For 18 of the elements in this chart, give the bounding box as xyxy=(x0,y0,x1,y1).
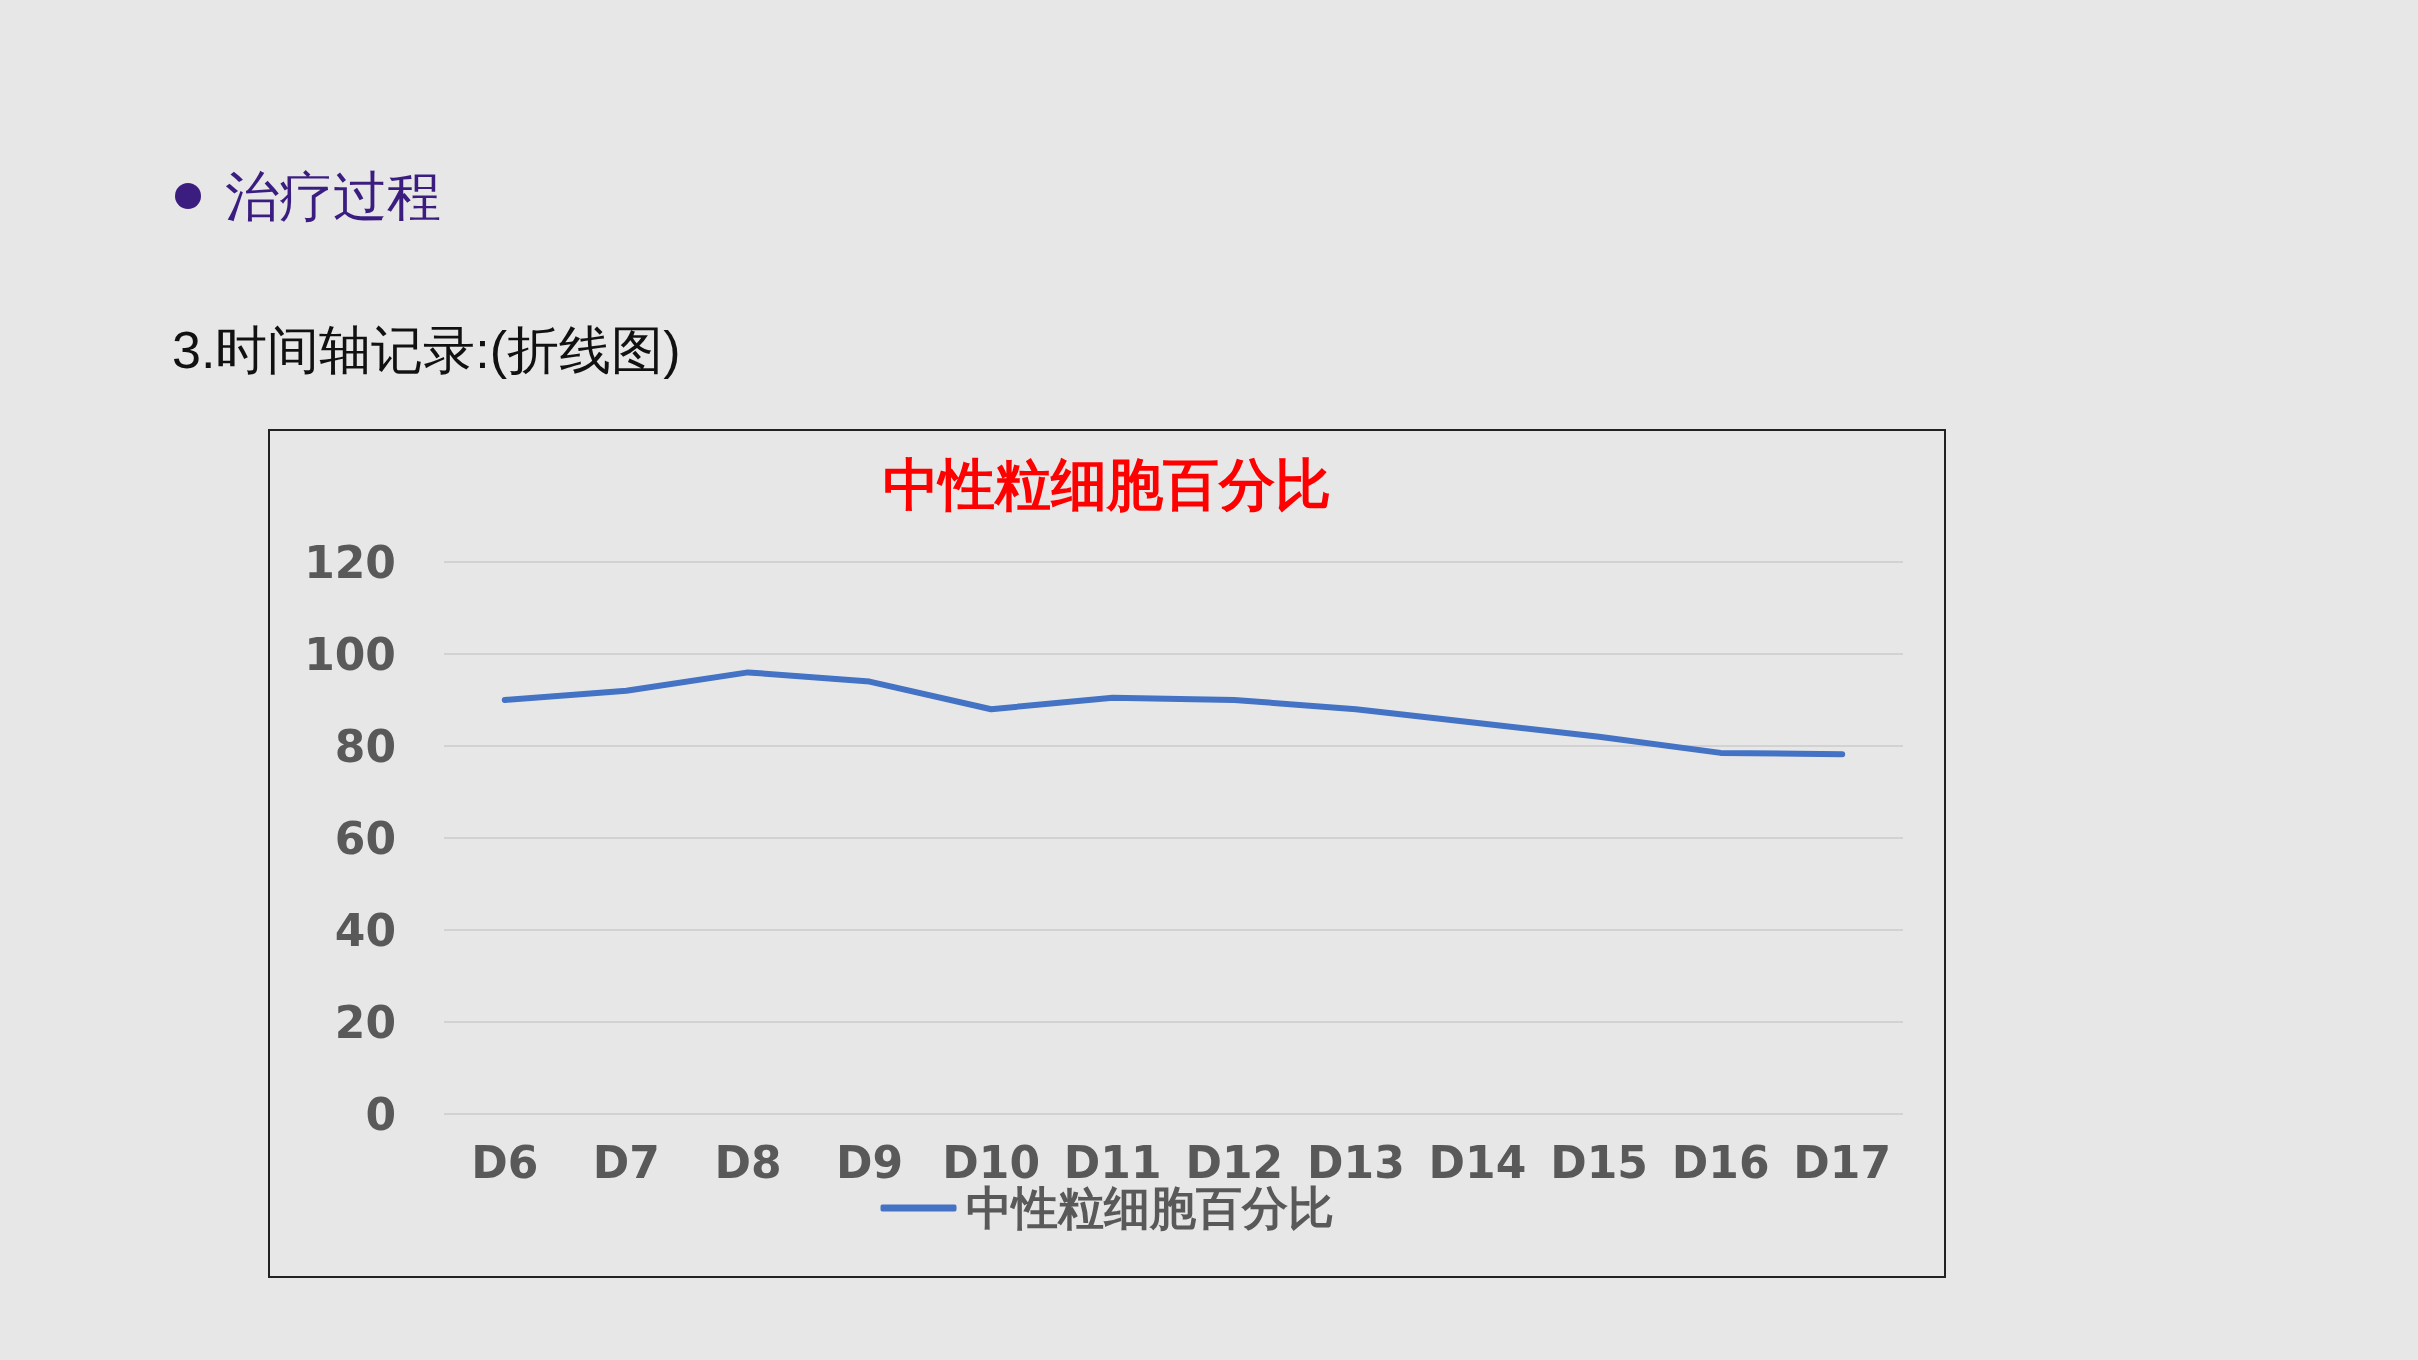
x-tick-label: D15 xyxy=(1550,1136,1648,1188)
y-tick-label: 60 xyxy=(334,812,396,864)
text: 治疗过程 xyxy=(225,165,441,228)
x-tick-label: D17 xyxy=(1793,1136,1892,1188)
chart-title: 中性粒细胞百分比 xyxy=(883,451,1331,517)
x-tick-label: D16 xyxy=(1671,1136,1770,1188)
x-tick-label: D14 xyxy=(1428,1136,1527,1188)
y-tick-label: 120 xyxy=(304,536,396,588)
text: 3.时间轴记录:(折线图) xyxy=(172,320,681,381)
x-tick-label: D8 xyxy=(714,1136,782,1188)
y-tick-label: 20 xyxy=(334,996,396,1048)
x-tick-label: D6 xyxy=(471,1136,539,1188)
y-tick-label: 100 xyxy=(304,628,396,680)
y-tick-label: 0 xyxy=(365,1088,396,1140)
y-tick-label: 40 xyxy=(334,904,396,956)
y-tick-label: 80 xyxy=(334,720,396,772)
x-tick-label: D7 xyxy=(592,1136,660,1188)
x-tick-label: D9 xyxy=(835,1136,904,1188)
